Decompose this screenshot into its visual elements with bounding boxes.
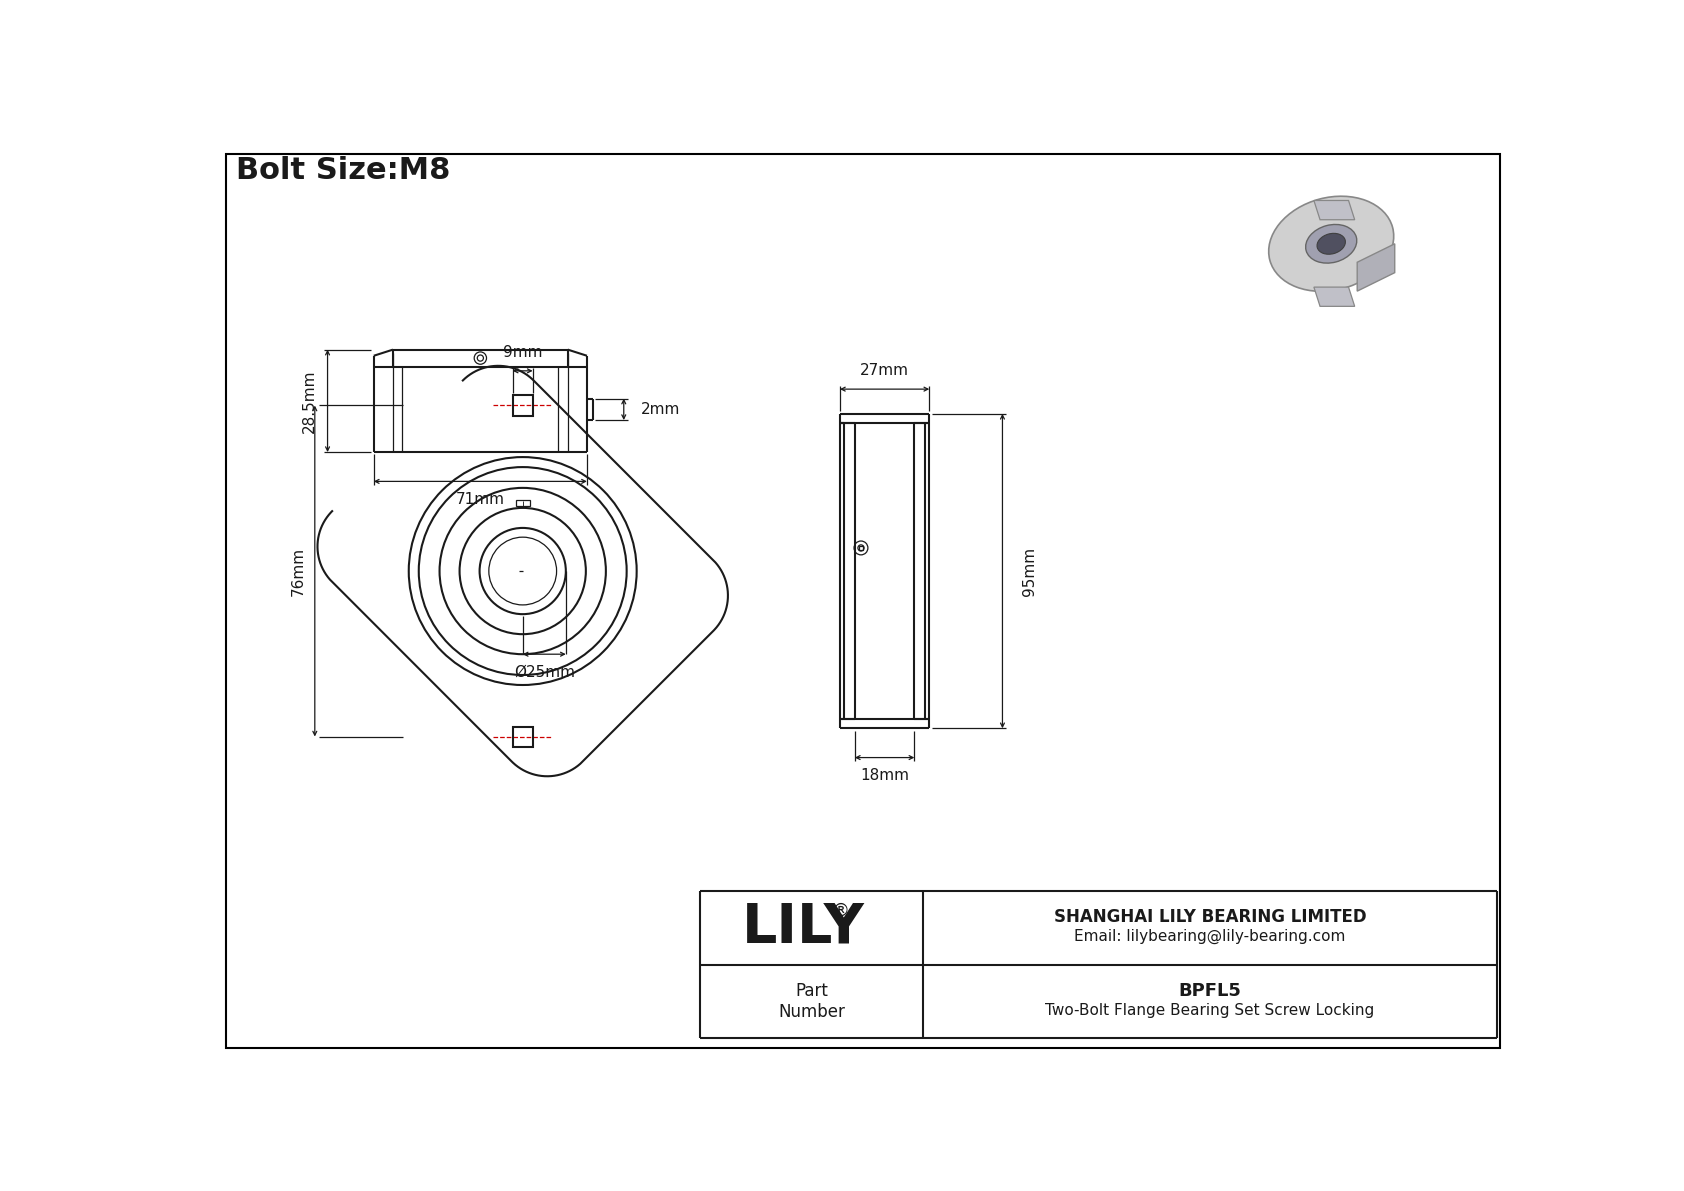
Polygon shape	[1314, 287, 1354, 306]
Text: Part
Number: Part Number	[778, 983, 845, 1021]
Ellipse shape	[1317, 233, 1346, 254]
Text: 76mm: 76mm	[290, 547, 305, 596]
Text: LILY: LILY	[743, 900, 866, 954]
Text: Email: lilybearing@lily-bearing.com: Email: lilybearing@lily-bearing.com	[1074, 929, 1346, 944]
Bar	[515, 500, 530, 506]
Text: 95mm: 95mm	[1022, 547, 1037, 596]
Bar	[512, 395, 532, 416]
Text: Bolt Size:M8: Bolt Size:M8	[236, 156, 451, 185]
Text: 28.5mm: 28.5mm	[301, 369, 317, 432]
Text: 27mm: 27mm	[861, 363, 909, 379]
Polygon shape	[1314, 200, 1354, 219]
Text: ®: ®	[832, 902, 850, 919]
Text: 9mm: 9mm	[504, 345, 542, 360]
Bar	[859, 545, 864, 550]
Polygon shape	[1357, 244, 1394, 291]
Text: 2mm: 2mm	[640, 401, 680, 417]
Ellipse shape	[1305, 224, 1357, 263]
Text: BPFL5: BPFL5	[1179, 983, 1241, 1000]
Ellipse shape	[1268, 197, 1394, 292]
Text: 71mm: 71mm	[456, 492, 505, 507]
Bar	[512, 727, 532, 747]
Text: SHANGHAI LILY BEARING LIMITED: SHANGHAI LILY BEARING LIMITED	[1054, 908, 1366, 925]
Text: Two-Bolt Flange Bearing Set Screw Locking: Two-Bolt Flange Bearing Set Screw Lockin…	[1046, 1003, 1374, 1018]
Text: Ø25mm: Ø25mm	[514, 665, 574, 680]
Text: 18mm: 18mm	[861, 768, 909, 784]
